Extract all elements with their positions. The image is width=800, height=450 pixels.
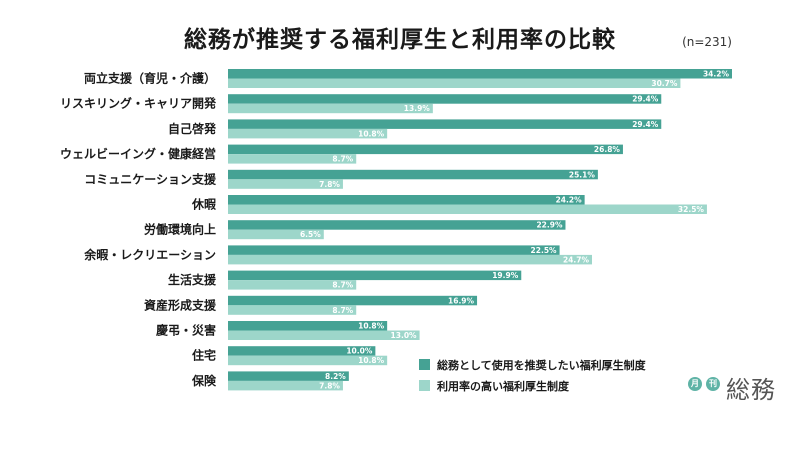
value-label-usage: 13.0% [391,331,418,340]
bar-recommended [228,69,732,79]
value-label-usage: 10.8% [358,356,385,365]
category-label: 住宅 [192,348,216,363]
category-label: 両立支援（育児・介護） [84,71,216,86]
bar-recommended [228,270,522,281]
bar-recommended [228,295,478,306]
logo-wordmark: 総務 [726,376,776,404]
value-label-recommended: 16.9% [448,296,475,305]
legend-swatch-usage [419,380,430,391]
bar-usage [228,78,681,88]
value-label-recommended: 10.0% [346,347,373,356]
value-label-usage: 7.8% [319,381,340,390]
category-label: 資産形成支援 [144,297,217,312]
category-label: 自己啓発 [168,121,217,136]
value-label-usage: 32.5% [678,205,705,214]
bar-recommended [228,346,376,356]
value-label-usage: 8.7% [332,155,353,164]
value-label-usage: 6.5% [300,230,321,239]
bar-recommended [228,321,388,331]
value-label-recommended: 25.1% [569,170,596,179]
value-label-recommended: 10.8% [358,322,385,331]
bar-usage [228,229,324,240]
legend: 総務として使用を推奨したい福利厚生制度 利用率の高い福利厚生制度 [419,358,647,393]
value-label-recommended: 22.5% [531,246,558,255]
bar-recommended [228,94,662,104]
gekkan-soumu-logo: 月 刊 総務 [688,372,778,404]
value-label-recommended: 34.2% [703,70,730,79]
bar-usage [228,280,357,290]
value-label-usage: 7.8% [319,180,340,189]
bar-usage [228,355,388,366]
category-label: 労働環境向上 [144,222,216,237]
bar-recommended [228,169,598,180]
value-label-recommended: 24.2% [556,196,583,205]
value-label-usage: 10.8% [358,129,385,138]
bar-recommended [228,195,585,205]
bar-usage [228,380,343,391]
category-label: 生活支援 [168,272,217,287]
legend-swatch-recommended [419,359,430,370]
bar-usage [228,179,343,189]
value-label-recommended: 8.2% [325,372,346,381]
legend-label-recommended: 総務として使用を推奨したい福利厚生制度 [437,358,647,372]
value-label-recommended: 29.4% [632,120,659,129]
value-label-usage: 13.9% [404,104,431,113]
category-label: 余暇・レクリエーション [83,247,216,262]
bar-recommended [228,119,662,129]
chart-title: 総務が推奨する福利厚生と利用率の比較 [184,27,616,53]
category-label: コミュニケーション支援 [84,171,217,186]
category-label: 保険 [191,373,217,388]
bar-usage [228,305,357,315]
bar-usage [228,154,357,164]
bar-usage [228,254,592,265]
bar-usage [228,103,433,114]
value-label-usage: 30.7% [651,79,678,88]
value-label-usage: 8.7% [332,306,353,315]
value-label-usage: 8.7% [332,281,353,290]
logo-badge-month: 月 [688,377,702,391]
logo-badge-publication: 刊 [706,377,720,391]
category-label: ウェルビーイング・健康経営 [60,146,216,161]
bar-recommended [228,220,566,230]
bar-usage [228,128,388,139]
value-label-recommended: 26.8% [594,145,621,154]
bar-usage [228,204,707,214]
bar-recommended [228,144,623,155]
bar-recommended [228,371,349,381]
category-label: リスキリング・キャリア開発 [60,96,217,111]
value-label-recommended: 19.9% [492,271,519,280]
value-label-recommended: 22.9% [536,221,563,230]
legend-label-usage: 利用率の高い福利厚生制度 [437,379,570,393]
value-label-recommended: 29.4% [632,95,659,104]
sample-size-label: (n=231) [682,35,732,49]
category-label: 休暇 [191,197,216,212]
bar-recommended [228,245,560,255]
bar-usage [228,330,420,340]
category-label: 慶弔・災害 [156,323,216,338]
value-label-usage: 24.7% [563,255,590,264]
